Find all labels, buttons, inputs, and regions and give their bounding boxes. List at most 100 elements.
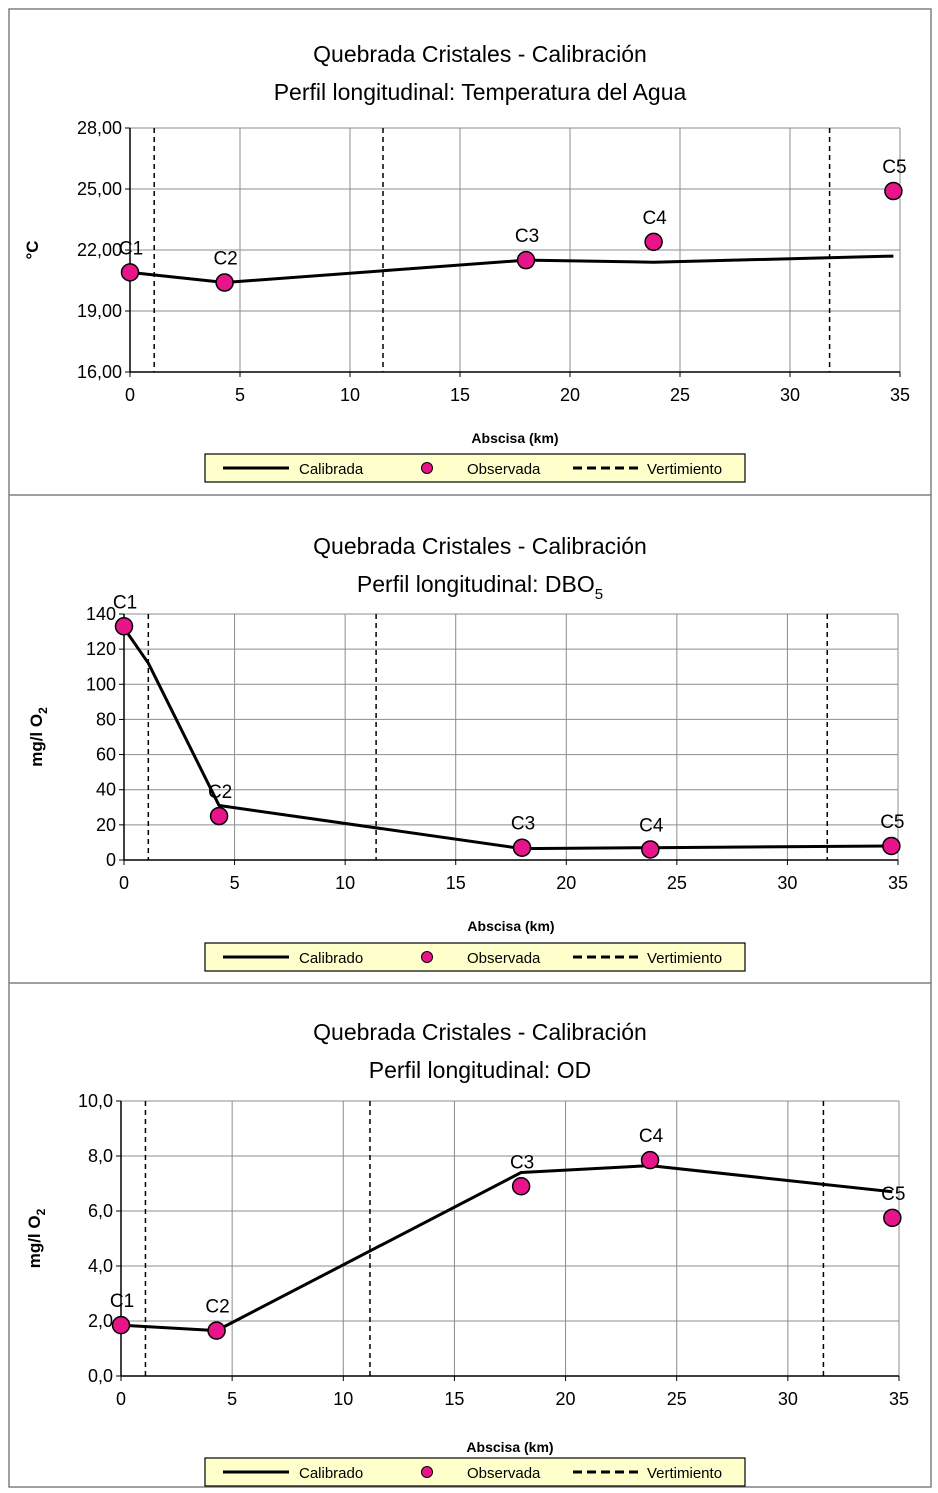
y-axis-label: °C (23, 240, 42, 259)
x-tick-label: 30 (778, 1389, 798, 1409)
chart-panel-2: Quebrada Cristales - Calibración Perfil l… (27, 533, 908, 972)
point-label: C2 (208, 782, 232, 803)
observed-point (114, 617, 134, 636)
point-label: C3 (510, 1152, 534, 1173)
x-tick-label: 10 (340, 385, 360, 405)
legend: Calibrado Observada Vertimiento (204, 1457, 746, 1487)
x-tick-label: 15 (450, 385, 470, 405)
y-tick-label: 60 (96, 745, 116, 765)
x-tick-label: 5 (230, 873, 240, 893)
y-axis-label-text: °C (23, 240, 42, 259)
observed-point (209, 806, 229, 826)
x-tick-label: 20 (560, 385, 580, 405)
x-tick-label: 35 (889, 1389, 909, 1409)
legend-label-observed: Observada (467, 1465, 541, 1482)
legend-label-vertimiento: Vertimiento (647, 461, 722, 478)
x-tick-label: 15 (446, 873, 466, 893)
observed-point (644, 232, 663, 252)
legend-label-calibrated: Calibrada (299, 461, 364, 478)
point-label: C3 (511, 814, 535, 835)
y-tick-label: 25,00 (77, 179, 122, 199)
x-axis-label: Abscisa (km) (466, 1439, 553, 1455)
point-label: C2 (205, 1297, 229, 1318)
chart-subtitle: Perfil longitudinal: DBO5 (357, 571, 603, 603)
observed-point (511, 1177, 531, 1196)
legend-label-observed: Observada (467, 461, 541, 478)
x-axis-label: Abscisa (km) (471, 430, 558, 446)
y-axis-label-subscript: 2 (34, 1208, 48, 1215)
x-tick-label: 25 (667, 1389, 687, 1409)
chart-subtitle: Perfil longitudinal: OD (369, 1057, 591, 1083)
x-tick-label: 10 (333, 1389, 353, 1409)
legend-box (204, 1457, 746, 1487)
observed-point (884, 181, 903, 201)
point-label: C5 (881, 1184, 905, 1205)
observed-point (882, 836, 901, 856)
chart-title: Quebrada Cristales - Calibración (313, 1019, 647, 1045)
y-tick-label: 28,00 (77, 118, 122, 138)
x-tick-label: 5 (227, 1389, 237, 1409)
y-tick-label: 20 (96, 815, 116, 835)
figure-frame (8, 8, 932, 1488)
point-label: C4 (639, 815, 664, 836)
y-tick-label: 22,00 (77, 240, 122, 260)
legend-label-vertimiento: Vertimiento (647, 1465, 722, 1482)
point-label: C4 (642, 208, 667, 229)
x-tick-label: 10 (335, 873, 355, 893)
point-label: C2 (213, 249, 237, 270)
y-tick-label: 100 (86, 674, 116, 694)
y-axis-label: mg/l O2 (25, 1208, 48, 1268)
point-label: C5 (880, 812, 904, 833)
x-axis-label: Abscisa (km) (467, 918, 554, 934)
x-tick-label: 20 (556, 1389, 576, 1409)
point-label: C1 (119, 238, 143, 259)
point-label: C1 (110, 1291, 134, 1312)
y-tick-label: 40 (96, 780, 116, 800)
x-tick-label: 25 (670, 385, 690, 405)
point-label: C5 (882, 157, 906, 178)
x-tick-label: 25 (667, 873, 687, 893)
chart-panel-3: Quebrada Cristales - Calibración Perfil l… (25, 1019, 909, 1487)
y-axis-label-text: mg/l O (27, 714, 46, 767)
observed-point (207, 1321, 226, 1340)
point-label: C4 (639, 1126, 664, 1147)
observed-point (111, 1315, 131, 1335)
y-tick-label: 80 (96, 709, 116, 729)
observed-point (640, 1150, 660, 1170)
x-tick-label: 0 (125, 385, 135, 405)
legend: Calibrado Observada Vertimiento (204, 942, 746, 972)
x-tick-label: 20 (556, 873, 576, 893)
legend-swatch-observed (421, 1466, 433, 1478)
chart-subtitle-text: Perfil longitudinal: OD (369, 1057, 591, 1083)
observed-point (516, 250, 536, 270)
x-tick-label: 30 (780, 385, 800, 405)
point-label: C3 (515, 226, 539, 247)
y-tick-label: 140 (86, 604, 116, 624)
y-tick-label: 2,0 (88, 1311, 113, 1331)
y-tick-label: 16,00 (77, 362, 122, 382)
chart-panel-1: Quebrada Cristales - Calibración Perfil l… (23, 41, 910, 483)
legend-label-observed: Observada (467, 950, 541, 967)
y-tick-label: 0 (106, 850, 116, 870)
x-tick-label: 0 (116, 1389, 126, 1409)
observed-point (883, 1208, 902, 1228)
x-tick-label: 35 (888, 873, 908, 893)
y-tick-label: 19,00 (77, 301, 122, 321)
legend-label-calibrated: Calibrado (299, 950, 363, 967)
y-axis-label: mg/l O2 (27, 707, 50, 767)
chart-subtitle-subscript: 5 (595, 586, 603, 603)
legend-swatch-observed (421, 462, 433, 474)
point-label: C1 (113, 592, 137, 613)
chart-title: Quebrada Cristales - Calibración (313, 533, 647, 559)
legend-label-calibrated: Calibrado (299, 1465, 363, 1482)
x-tick-label: 35 (890, 385, 910, 405)
legend-box (204, 453, 746, 483)
y-tick-label: 10,0 (78, 1091, 113, 1111)
observed-point (512, 838, 532, 857)
x-tick-label: 0 (119, 873, 129, 893)
y-tick-label: 6,0 (88, 1201, 113, 1221)
observed-point (120, 263, 140, 282)
calibrated-line (120, 1164, 893, 1333)
